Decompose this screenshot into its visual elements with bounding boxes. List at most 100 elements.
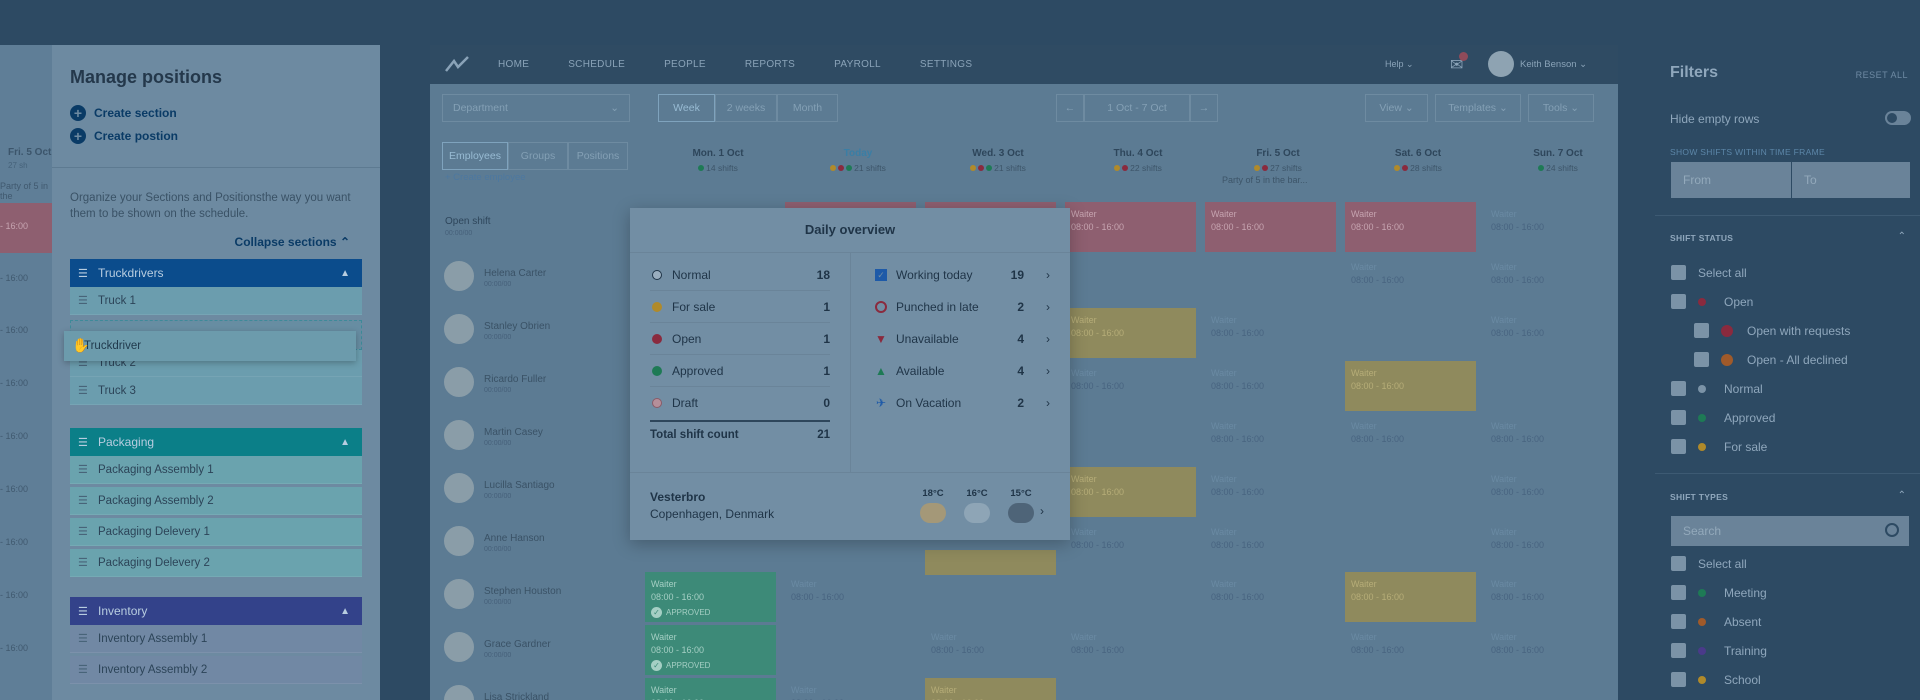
view-menu[interactable]: View ⌄ <box>1365 94 1428 122</box>
stat-working-today[interactable]: ✓ Working today 19 › <box>874 259 1050 291</box>
employee-name[interactable]: Lisa Strickland <box>484 692 550 700</box>
nav-settings[interactable]: SETTINGS <box>919 59 973 70</box>
employee-name[interactable]: Stanley Obrien <box>484 321 551 332</box>
create-section-link[interactable]: + Create section <box>70 105 177 121</box>
avatar[interactable] <box>442 471 476 505</box>
shift-card[interactable] <box>925 550 1056 575</box>
stat-unavailable[interactable]: ▼ Unavailable 4 › <box>875 332 1050 346</box>
employee-name[interactable]: Ricardo Fuller <box>484 374 547 385</box>
position-item[interactable]: ☰ Truck 3 <box>70 377 362 405</box>
drag-handle-icon[interactable]: ☰ <box>78 295 88 307</box>
avatar[interactable] <box>442 524 476 558</box>
checkbox-open-all-declined[interactable]: Open - All declined <box>1694 352 1848 367</box>
tab-groups[interactable]: Groups <box>508 142 568 170</box>
range-2-weeks[interactable]: 2 weeks <box>715 94 777 122</box>
search-icon[interactable] <box>1885 523 1899 537</box>
checkbox-open[interactable]: Open <box>1671 294 1753 309</box>
position-item[interactable]: ☰ Packaging Delevery 1 <box>70 518 362 546</box>
tab-positions[interactable]: Positions <box>568 142 628 170</box>
section-header-truckdrivers[interactable]: ☰ Truckdrivers ▲ <box>70 259 362 287</box>
avatar[interactable] <box>442 577 476 611</box>
collapse-sections-link[interactable]: Collapse sections ⌃ <box>235 235 350 249</box>
position-item[interactable]: ☰ Inventory Assembly 1 <box>70 625 362 653</box>
nav-home[interactable]: HOME <box>498 59 530 70</box>
drag-handle-icon[interactable]: ☰ <box>78 464 88 476</box>
prev-week-button[interactable]: ← <box>1056 94 1084 122</box>
create-position-link[interactable]: + Create postion <box>70 128 178 144</box>
drag-handle-icon[interactable]: ☰ <box>78 267 88 280</box>
checkbox-absent[interactable]: Absent <box>1671 614 1761 629</box>
stat-available[interactable]: ▲ Available 4 › <box>875 364 1050 378</box>
drag-handle-icon[interactable]: ☰ <box>78 557 88 569</box>
create-employee-link[interactable]: + Create employee <box>445 172 526 183</box>
day-header-today[interactable]: Today <box>843 148 873 159</box>
position-item[interactable]: ☰ Packaging Assembly 2 <box>70 487 362 515</box>
checkbox-open-with-requests[interactable]: Open with requests <box>1694 323 1850 338</box>
drag-handle-icon[interactable]: ☰ <box>78 664 88 676</box>
employee-name[interactable]: Helena Carter <box>484 268 547 279</box>
day-header[interactable]: Fri. 5 Oct <box>1256 148 1300 159</box>
nav-people[interactable]: PEOPLE <box>664 59 706 70</box>
stat-punched-in-late[interactable]: Punched in late 2 › <box>874 291 1050 323</box>
avatar[interactable] <box>442 683 476 700</box>
position-item[interactable]: ☰ Packaging Assembly 1 <box>70 456 362 484</box>
avatar[interactable] <box>442 630 476 664</box>
checkbox-meeting[interactable]: Meeting <box>1671 585 1767 600</box>
dragging-position-item[interactable]: ✋ Truckdriver <box>64 331 356 361</box>
avatar[interactable] <box>442 312 476 346</box>
avatar[interactable] <box>442 365 476 399</box>
drag-handle-icon[interactable]: ☰ <box>78 495 88 507</box>
section-header-inventory[interactable]: ☰ Inventory ▲ <box>70 597 362 625</box>
drag-handle-icon[interactable]: ☰ <box>78 436 88 449</box>
section-header-packaging[interactable]: ☰ Packaging ▲ <box>70 428 362 456</box>
shift-types-search[interactable]: Search <box>1671 516 1909 546</box>
checkbox-training[interactable]: Training <box>1671 643 1767 658</box>
checkbox-approved[interactable]: Approved <box>1671 410 1775 425</box>
position-item[interactable]: ☰ Truck 1 <box>70 287 362 315</box>
day-header[interactable]: Sat. 6 Oct <box>1394 148 1442 159</box>
employee-name[interactable]: Lucilla Santiago <box>484 480 555 491</box>
tab-employees[interactable]: Employees <box>442 142 508 170</box>
shift-card-approved[interactable]: Waiter 08:00 - 16:00 ✓ APPROVED <box>645 572 776 622</box>
next-week-button[interactable]: → <box>1190 94 1218 122</box>
day-header[interactable]: Wed. 3 Oct <box>972 148 1024 159</box>
position-item[interactable]: ☰ Inventory Assembly 2 <box>70 656 362 684</box>
range-month[interactable]: Month <box>777 94 838 122</box>
from-input[interactable]: From <box>1671 162 1791 198</box>
nav-reports[interactable]: REPORTS <box>744 59 796 70</box>
hide-empty-rows-toggle[interactable] <box>1885 111 1911 125</box>
chevron-up-icon[interactable]: ▲ <box>340 267 350 279</box>
day-header[interactable]: Thu. 4 Oct <box>1113 148 1163 159</box>
to-input[interactable]: To <box>1792 162 1910 198</box>
checkbox-select-all-types[interactable]: Select all <box>1671 556 1747 571</box>
employee-name[interactable]: Grace Gardner <box>484 639 551 650</box>
nav-schedule[interactable]: SCHEDULE <box>568 59 626 70</box>
logo-icon[interactable] <box>444 55 470 75</box>
chevron-up-icon[interactable]: ▲ <box>340 605 350 617</box>
chevron-right-icon[interactable]: › <box>1040 504 1044 518</box>
checkbox-school[interactable]: School <box>1671 672 1761 687</box>
day-header[interactable]: Mon. 1 Oct <box>692 148 744 159</box>
stat-on-vacation[interactable]: ✈ On Vacation 2 › <box>875 396 1050 410</box>
position-item[interactable]: ☰ Packaging Delevery 2 <box>70 549 362 577</box>
templates-menu[interactable]: Templates ⌄ <box>1435 94 1521 122</box>
